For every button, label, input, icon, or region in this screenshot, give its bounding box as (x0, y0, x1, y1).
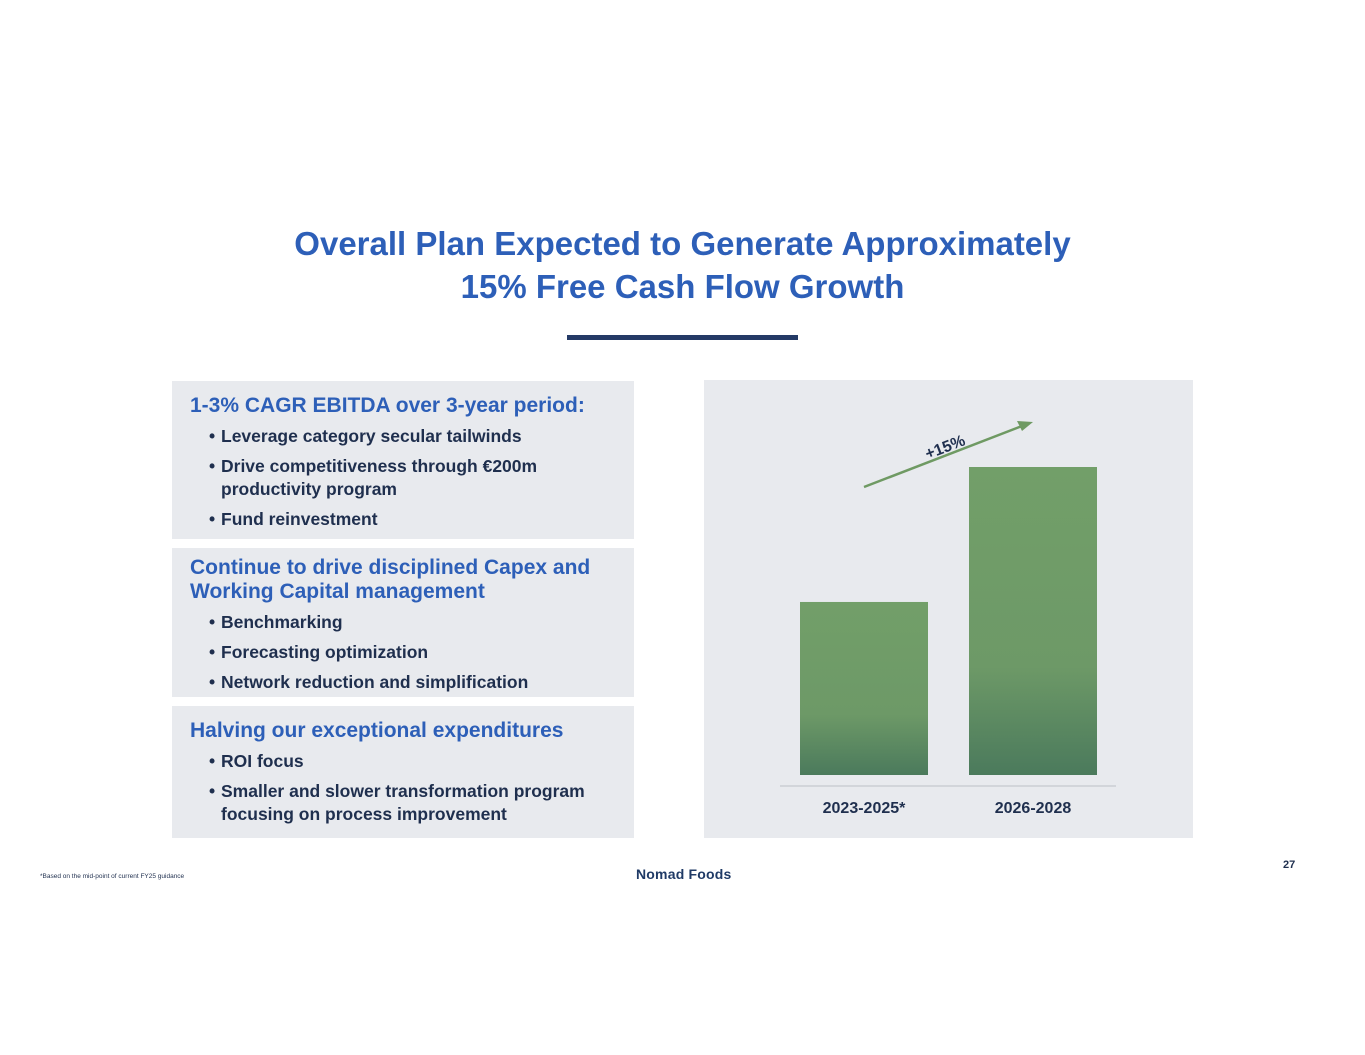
ebitda-bullet-list: Leverage category secular tailwinds Driv… (190, 425, 620, 531)
chart-panel: 2023-2025* 2026-2028 +15% (704, 380, 1193, 838)
capex-heading: Continue to drive disciplined Capex and … (190, 556, 591, 603)
bullet-item: Smaller and slower transformation progra… (190, 780, 620, 826)
x-tick-label: 2023-2025* (823, 800, 907, 817)
bullet-item: Forecasting optimization (190, 641, 620, 664)
bullet-item: Network reduction and simplification (190, 671, 620, 694)
title-underline (567, 335, 798, 340)
x-tick-labels: 2023-2025* 2026-2028 (823, 800, 1072, 817)
growth-arrow (863, 421, 1033, 489)
growth-annotation: +15% (923, 432, 968, 463)
capex-bullet-list: Benchmarking Forecasting optimization Ne… (190, 611, 620, 694)
footnote: *Based on the mid-point of current FY25 … (40, 873, 185, 880)
nomad-foods-logo: Nomad Foods (636, 866, 732, 882)
page-title-line-2: 15% Free Cash Flow Growth (460, 268, 905, 305)
bullet-item: Drive competitiveness through €200m prod… (190, 455, 620, 501)
page-title: Overall Plan Expected to Generate Approx… (0, 222, 1365, 308)
ebitda-heading: 1-3% CAGR EBITDA over 3-year period: (190, 394, 585, 417)
bullet-item: Fund reinvestment (190, 508, 620, 531)
exceptional-heading: Halving our exceptional expenditures (190, 719, 564, 742)
fcf-bar-chart: 2023-2025* 2026-2028 +15% (780, 421, 1116, 817)
x-tick-label: 2026-2028 (995, 800, 1072, 817)
exceptional-bullet-list: ROI focus Smaller and slower transformat… (190, 750, 620, 826)
page-title-line-1: Overall Plan Expected to Generate Approx… (294, 225, 1071, 262)
bar-group (800, 467, 1097, 775)
growth-arrowhead (1017, 421, 1033, 431)
page-number: 27 (1283, 859, 1296, 871)
bullet-item: Leverage category secular tailwinds (190, 425, 620, 448)
bar-2023-2025* (800, 601, 928, 775)
bullet-item: Benchmarking (190, 611, 620, 634)
ebitda-section: 1-3% CAGR EBITDA over 3-year period: Lev… (172, 381, 634, 539)
growth-arrow-line (863, 424, 1023, 489)
bar-2026-2028 (969, 467, 1097, 775)
capex-section: Continue to drive disciplined Capex and … (172, 548, 634, 697)
bullet-item: ROI focus (190, 750, 620, 773)
exceptional-expenditures-section: Halving our exceptional expenditures ROI… (172, 706, 634, 838)
